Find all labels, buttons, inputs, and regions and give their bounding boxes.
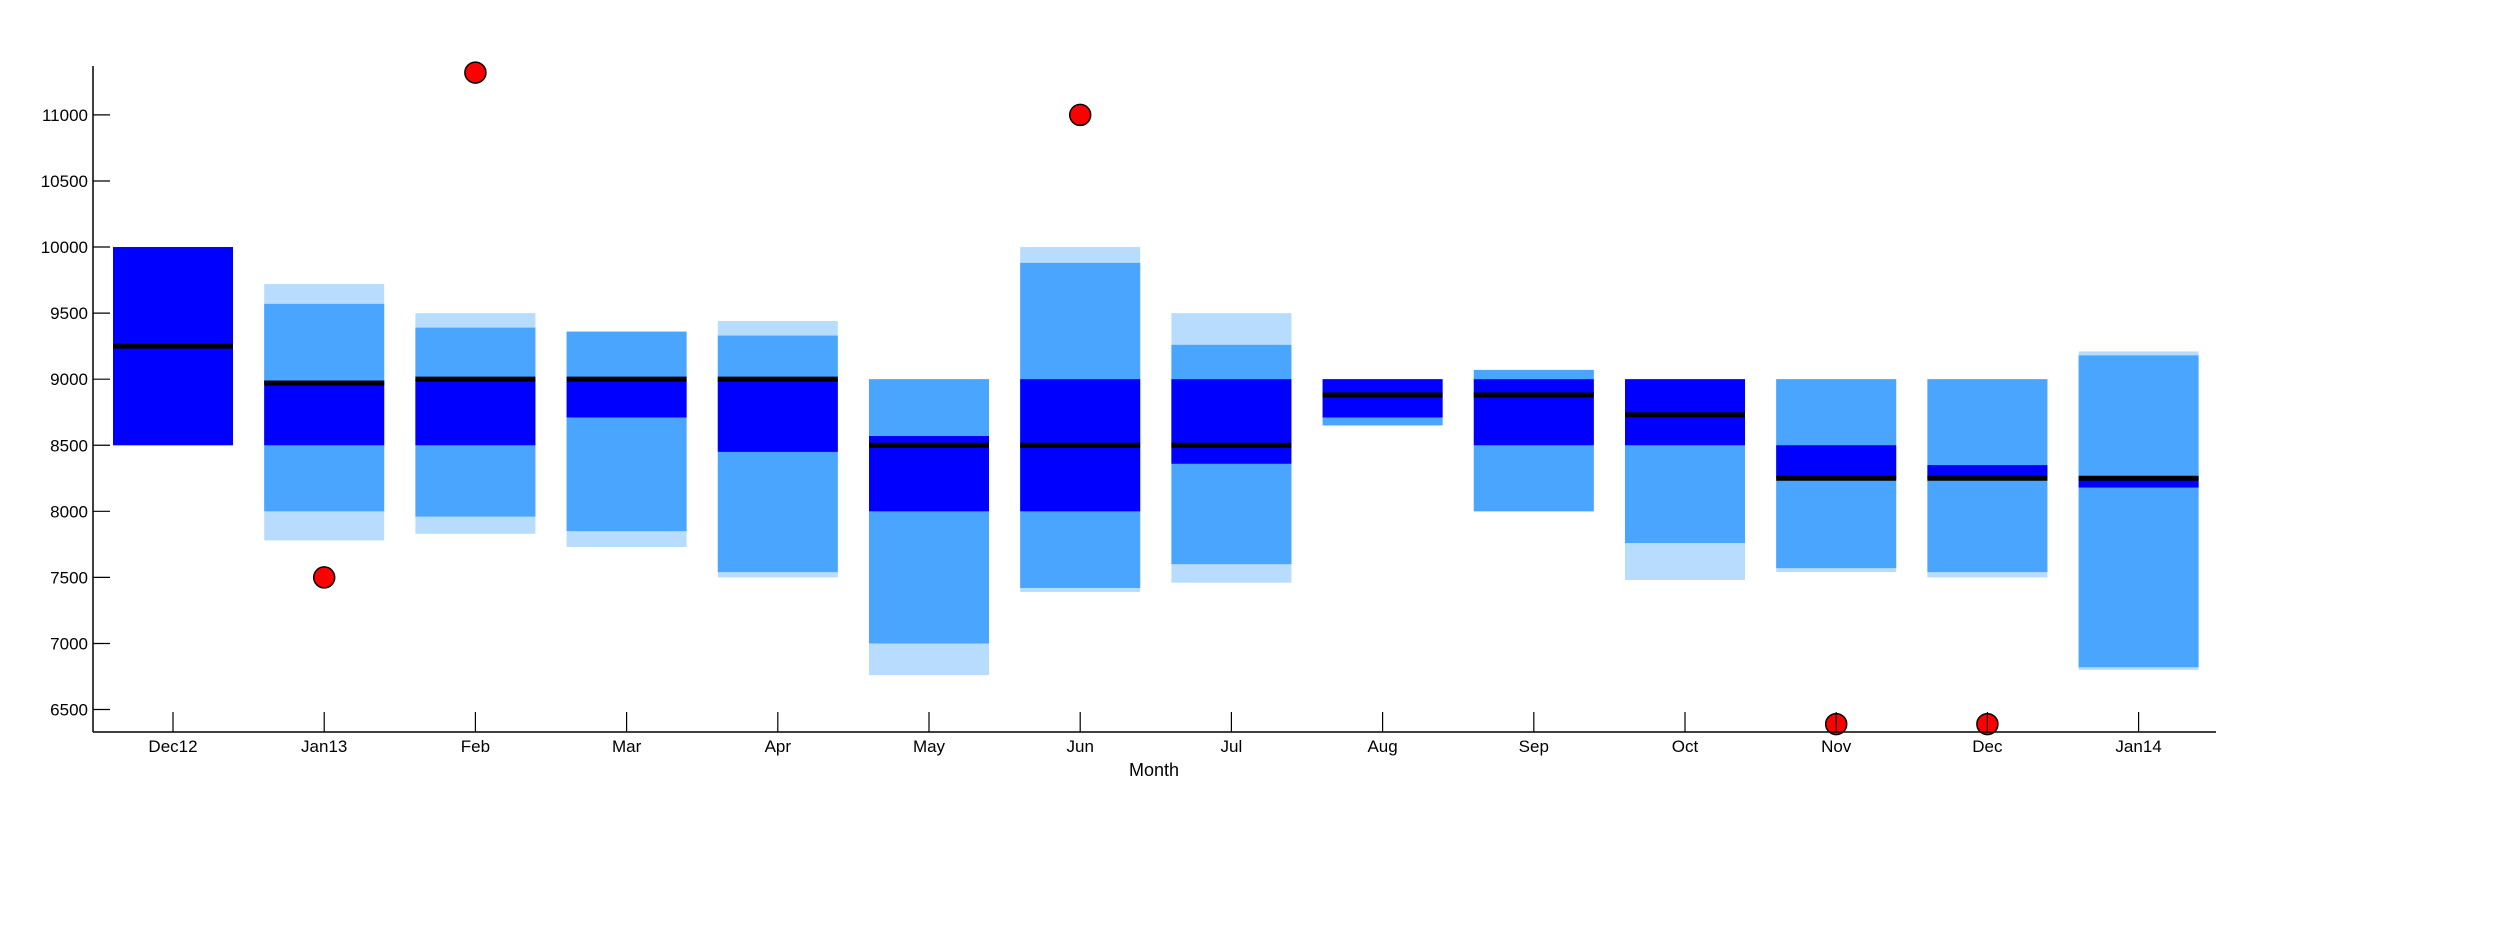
iqr-band-jan14 xyxy=(2078,476,2199,488)
x-tick-label: Aug xyxy=(1367,737,1397,756)
x-tick-label: Nov xyxy=(1821,737,1852,756)
outer-band-mar xyxy=(566,331,687,532)
outer-band-apr xyxy=(717,335,838,573)
x-tick-label: Dec xyxy=(1972,737,2003,756)
iqr-band-mar xyxy=(566,379,687,418)
outlier-points xyxy=(312,61,1999,736)
x-tick-label: Sep xyxy=(1519,737,1549,756)
iqr-band-may xyxy=(869,436,989,512)
y-tick-label: 9500 xyxy=(50,304,88,323)
x-tick-label: Dec12 xyxy=(148,737,197,756)
x-tick-label: Jan14 xyxy=(2115,737,2161,756)
iqr-band-dec xyxy=(1927,465,2048,479)
axes xyxy=(92,66,2216,733)
iqr-band-jul xyxy=(1171,379,1292,464)
x-tick-label: Mar xyxy=(612,737,642,756)
x-tick-label: Oct xyxy=(1672,737,1699,756)
y-tick-label: 10500 xyxy=(41,172,88,191)
y-tick-label: 7500 xyxy=(50,568,88,587)
x-tick-label: Jun xyxy=(1066,737,1093,756)
outlier-point-jun xyxy=(1068,103,1092,127)
outer-band-jan14 xyxy=(2078,355,2199,668)
iqr-band-sep xyxy=(1473,379,1594,446)
y-tick-label: 7000 xyxy=(50,634,88,653)
x-tick-label: Jul xyxy=(1221,737,1243,756)
outlier-point-feb xyxy=(464,61,487,84)
y-axis-ticks: 6500 7000 7500 8000 8500 9000 9500 10000 10500 11… xyxy=(41,106,110,720)
y-tick-label: 10000 xyxy=(41,238,88,257)
y-tick-label: 11000 xyxy=(42,106,88,125)
x-tick-label: Jan13 xyxy=(301,737,347,756)
iqr-band-nov xyxy=(1776,445,1897,479)
y-tick-label: 8500 xyxy=(50,436,88,455)
x-tick-label: May xyxy=(913,737,946,756)
iqr-band-aug xyxy=(1322,379,1443,418)
iqr-band-feb xyxy=(415,379,536,446)
x-axis-ticks: Dec12 Jan13 Feb Mar Apr May Jun Jul Aug Sep Oct Nov… xyxy=(148,712,2162,756)
outlier-point-jan13 xyxy=(312,566,336,589)
y-tick-label: 8000 xyxy=(50,502,88,521)
iqr-band-apr xyxy=(717,379,838,452)
box-bands xyxy=(113,247,2199,676)
iqr-band-oct xyxy=(1625,379,1745,446)
x-axis-label: Month xyxy=(1129,760,1179,780)
median-lines xyxy=(113,343,2199,481)
iqr-band-jan13 xyxy=(264,380,385,446)
x-tick-label: Apr xyxy=(765,737,792,756)
y-tick-label: 6500 xyxy=(50,701,88,720)
y-tick-label: 9000 xyxy=(50,370,88,389)
x-tick-label: Feb xyxy=(461,737,490,756)
